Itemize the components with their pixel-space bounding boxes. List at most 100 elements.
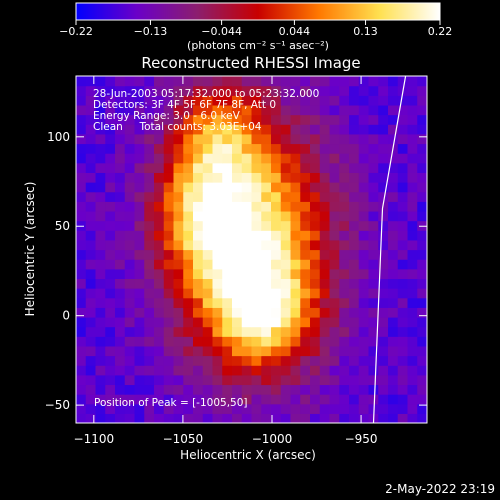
heatmap-cell — [397, 220, 409, 231]
heatmap-cell — [407, 220, 418, 231]
heatmap-cell — [183, 210, 194, 222]
heatmap-cell — [154, 182, 165, 193]
heatmap-cell — [397, 288, 409, 299]
heatmap-cell — [134, 413, 145, 423]
heatmap-cell — [222, 259, 233, 270]
heatmap-cell — [329, 316, 340, 328]
heatmap-cell — [105, 210, 116, 222]
heatmap-cell — [173, 220, 184, 231]
heatmap-cell — [378, 336, 389, 347]
heatmap-cell — [290, 403, 301, 414]
heatmap-cell — [358, 384, 370, 395]
heatmap-cell — [144, 365, 155, 376]
heatmap-cell — [417, 355, 427, 366]
heatmap-cell — [124, 143, 136, 154]
heatmap-cell — [212, 259, 223, 270]
heatmap-cell — [271, 316, 282, 328]
heatmap-cell — [290, 182, 301, 193]
heatmap-cell — [378, 76, 389, 87]
heatmap-cell — [397, 191, 409, 202]
heatmap-cell — [202, 297, 214, 308]
heatmap-cell — [183, 365, 194, 376]
heatmap-cell — [407, 355, 418, 366]
heatmap-cell — [339, 326, 350, 337]
heatmap-cell — [280, 201, 292, 212]
heatmap-cell — [358, 220, 370, 231]
heatmap-cell — [154, 95, 165, 106]
heatmap-cell — [212, 288, 223, 299]
heatmap-cell — [271, 191, 282, 202]
heatmap-cell — [124, 384, 136, 395]
heatmap-cell — [232, 104, 243, 116]
heatmap-cell — [232, 95, 243, 106]
heatmap-cell — [163, 307, 175, 318]
heatmap-cell — [241, 278, 253, 289]
heatmap-cell — [212, 278, 223, 289]
heatmap-cell — [241, 394, 253, 405]
heatmap-cell — [290, 307, 301, 318]
heatmap-cell — [368, 336, 379, 347]
heatmap-cell — [280, 162, 292, 173]
heatmap-cell — [154, 162, 165, 173]
heatmap-cell — [124, 374, 136, 386]
heatmap-cell — [251, 374, 262, 386]
heatmap-cell — [358, 124, 370, 135]
heatmap-cell — [261, 220, 272, 231]
heatmap-cell — [300, 394, 311, 405]
heatmap-cell — [261, 143, 272, 154]
heatmap-cell — [417, 278, 427, 289]
heatmap-cell — [349, 384, 360, 395]
heatmap-cell — [163, 95, 175, 106]
heatmap-cell — [183, 355, 194, 366]
heatmap-cell — [76, 210, 87, 222]
heatmap-cell — [173, 182, 184, 193]
heatmap-cell — [290, 162, 301, 173]
heatmap-cell — [163, 288, 175, 299]
heatmap-cell — [407, 162, 418, 173]
heatmap-cell — [280, 249, 292, 260]
heatmap-cell — [163, 172, 175, 183]
heatmap-cell — [280, 153, 292, 164]
heatmap-cell — [300, 316, 311, 328]
heatmap-cell — [280, 336, 292, 347]
heatmap-cell — [388, 297, 399, 308]
heatmap-cell — [300, 104, 311, 116]
heatmap-cell — [85, 316, 97, 328]
heatmap-cell — [85, 191, 97, 202]
heatmap-cell — [358, 230, 370, 241]
heatmap-cell — [232, 191, 243, 202]
heatmap-cell — [339, 297, 350, 308]
heatmap-cell — [271, 143, 282, 154]
heatmap-cell — [202, 172, 214, 183]
heatmap-cell — [290, 230, 301, 241]
heatmap-cell — [144, 191, 155, 202]
heatmap-cell — [349, 239, 360, 251]
heatmap-cell — [232, 76, 243, 87]
heatmap-cell — [378, 191, 389, 202]
heatmap-cell — [193, 326, 204, 337]
heatmap-cell — [115, 268, 126, 280]
heatmap-cell — [144, 403, 155, 414]
heatmap-cell — [95, 374, 106, 386]
heatmap-cell — [124, 124, 136, 135]
heatmap-cell — [163, 162, 175, 173]
heatmap-cell — [222, 210, 233, 222]
heatmap-cell — [339, 316, 350, 328]
heatmap-cell — [95, 220, 106, 231]
heatmap-cell — [310, 76, 321, 87]
heatmap-cell — [222, 374, 233, 386]
heatmap-cell — [76, 182, 87, 193]
heatmap-cell — [193, 268, 204, 280]
heatmap-cell — [76, 413, 87, 423]
heatmap-cell — [358, 172, 370, 183]
heatmap-cell — [115, 249, 126, 260]
heatmap-cell — [339, 210, 350, 222]
heatmap-cell — [76, 288, 87, 299]
heatmap-cell — [251, 182, 262, 193]
heatmap-cell — [378, 143, 389, 154]
heatmap-cell — [329, 307, 340, 318]
heatmap-cell — [173, 384, 184, 395]
heatmap-cell — [173, 297, 184, 308]
heatmap-cell — [115, 394, 126, 405]
heatmap-cell — [329, 413, 340, 423]
